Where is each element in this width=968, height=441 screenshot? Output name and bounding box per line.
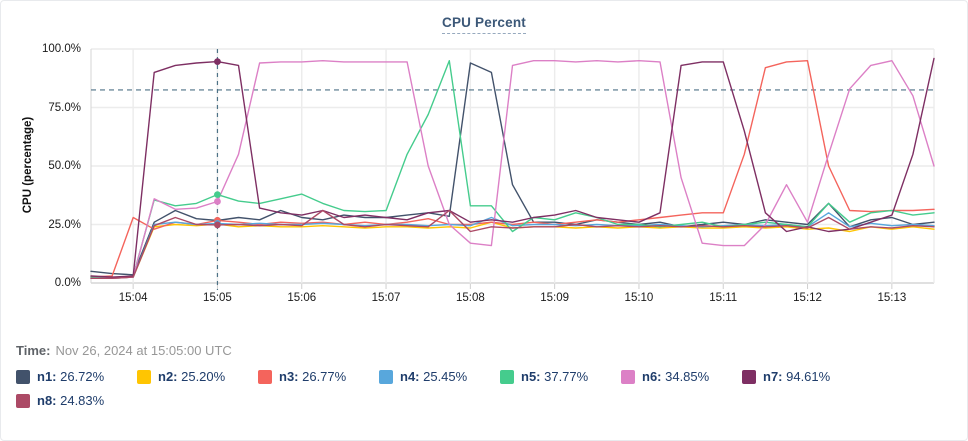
cpu-chart-plot xyxy=(90,48,935,290)
x-tick-label: 15:13 xyxy=(877,292,907,304)
x-tick-label: 15:04 xyxy=(118,292,148,304)
x-tick-label: 15:11 xyxy=(709,292,738,304)
x-tick-label: 15:08 xyxy=(455,292,485,304)
legend: n1: 26.72% n2: 25.20% n3: 26.77% n4: 25.45%… xyxy=(16,369,946,408)
legend-label-n7: n7: 94.61% xyxy=(763,369,831,384)
series-marker-n8 xyxy=(214,221,221,229)
legend-label-n8: n8: 24.83% xyxy=(37,393,105,408)
time-row: Time: Nov 26, 2024 at 15:05:00 UTC xyxy=(16,343,232,358)
y-tick-label: 75.0% xyxy=(48,101,81,114)
x-tick-label: 15:06 xyxy=(287,292,317,304)
series-line-n6 xyxy=(90,60,935,279)
x-tick-label: 15:12 xyxy=(793,292,822,304)
legend-swatch-n4 xyxy=(379,369,393,384)
legend-swatch-n1 xyxy=(16,369,30,384)
legend-item-n8[interactable]: n8: 24.83% xyxy=(16,393,137,408)
y-tick-label: 25.0% xyxy=(48,218,81,231)
legend-swatch-n5 xyxy=(500,369,514,384)
x-tick-label: 15:09 xyxy=(540,292,570,304)
chart-title[interactable]: CPU Percent xyxy=(442,15,526,34)
series-line-n3 xyxy=(90,60,935,278)
series-line-n1 xyxy=(90,62,935,276)
y-tick-label: 50.0% xyxy=(48,160,81,172)
series-line-n7 xyxy=(90,57,935,278)
time-label: Time: xyxy=(16,343,51,358)
legend-item-n7[interactable]: n7: 94.61% xyxy=(742,369,863,384)
time-value: Nov 26, 2024 at 15:05:00 UTC xyxy=(55,343,232,358)
series-marker-n5 xyxy=(214,191,221,199)
series-marker-n7 xyxy=(214,58,221,66)
legend-label-n2: n2: 25.20% xyxy=(158,369,226,384)
legend-swatch-n2 xyxy=(137,369,151,384)
legend-swatch-n3 xyxy=(258,369,272,384)
series-marker-n6 xyxy=(214,198,221,205)
legend-item-n2[interactable]: n2: 25.20% xyxy=(137,369,258,384)
legend-item-n1[interactable]: n1: 26.72% xyxy=(16,369,137,384)
y-tick-label: 100.0% xyxy=(41,43,81,55)
legend-label-n3: n3: 26.77% xyxy=(279,369,347,384)
legend-item-n6[interactable]: n6: 34.85% xyxy=(621,369,742,384)
x-tick-label: 15:05 xyxy=(203,292,232,304)
y-tick-label: 0.0% xyxy=(54,277,81,289)
series-line-n8 xyxy=(90,209,935,279)
x-tick-label: 15:10 xyxy=(624,292,654,304)
legend-item-n3[interactable]: n3: 26.77% xyxy=(258,369,379,384)
legend-label-n6: n6: 34.85% xyxy=(642,369,710,384)
chart-title-wrap: CPU Percent xyxy=(1,14,967,34)
legend-label-n4: n4: 25.45% xyxy=(400,369,468,384)
legend-label-n1: n1: 26.72% xyxy=(37,369,105,384)
legend-swatch-n8 xyxy=(16,393,30,408)
legend-swatch-n7 xyxy=(742,369,756,384)
legend-item-n4[interactable]: n4: 25.45% xyxy=(379,369,500,384)
legend-item-n5[interactable]: n5: 37.77% xyxy=(500,369,621,384)
legend-label-n5: n5: 37.77% xyxy=(521,369,589,384)
x-tick-label: 15:07 xyxy=(371,292,401,304)
legend-swatch-n6 xyxy=(621,369,635,384)
series-line-n5 xyxy=(90,60,935,279)
